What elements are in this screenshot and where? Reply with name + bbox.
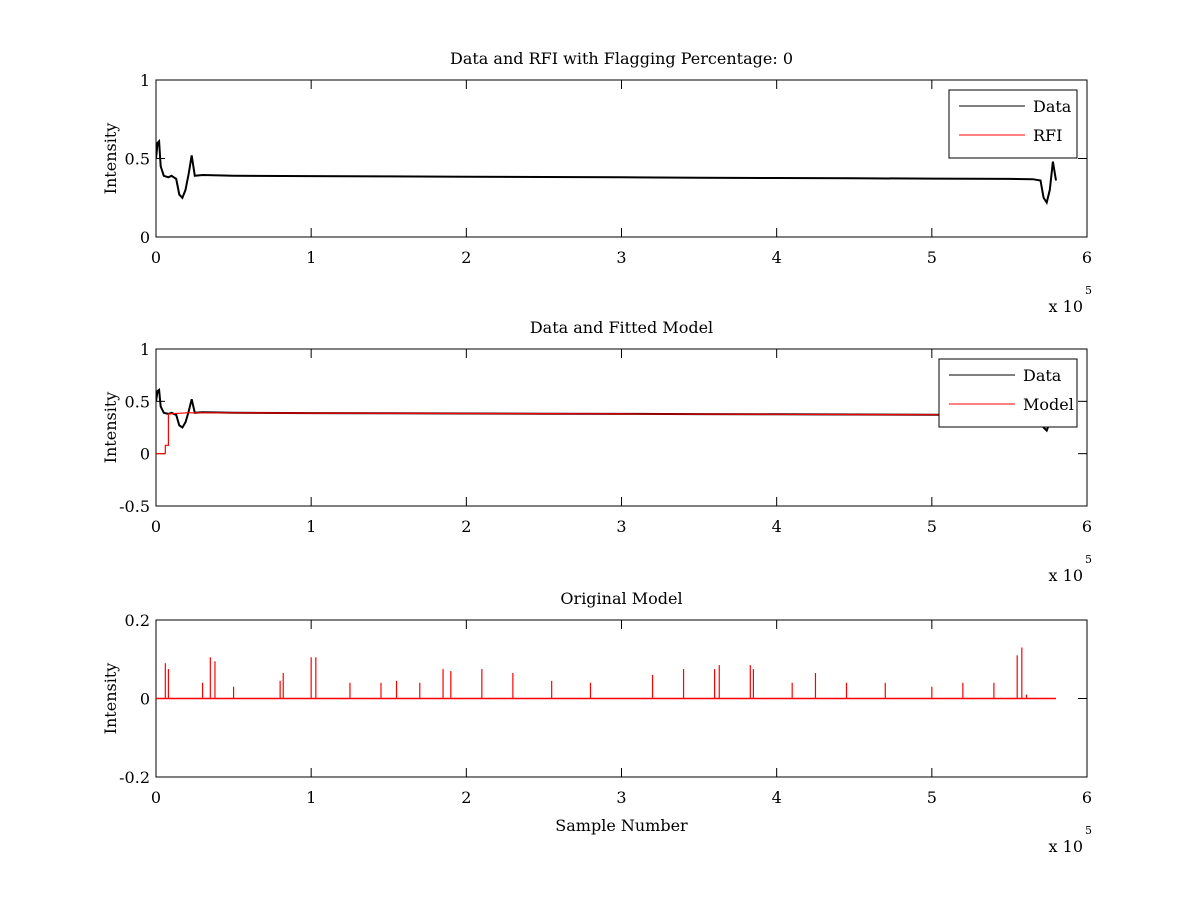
axes-box bbox=[155, 79, 1088, 238]
x-tick-label: 3 bbox=[616, 788, 626, 807]
y-tick-label: 1 bbox=[140, 340, 150, 359]
x-tick-label: 5 bbox=[927, 517, 937, 536]
legend-box bbox=[948, 89, 1078, 159]
chart-title: Original Model bbox=[560, 589, 682, 608]
y-tick-label: 0 bbox=[140, 690, 150, 709]
chart-title: Data and RFI with Flagging Percentage: 0 bbox=[450, 49, 793, 68]
legend-label: RFI bbox=[1033, 126, 1062, 145]
x-tick-label: 5 bbox=[927, 248, 937, 267]
y-tick-label: 1 bbox=[140, 71, 150, 90]
series-line-model bbox=[156, 412, 1057, 455]
x-tick-label: 4 bbox=[772, 248, 782, 267]
series-line-data bbox=[156, 138, 1057, 205]
x-tick-label: 1 bbox=[306, 788, 316, 807]
x-tick-label: 4 bbox=[772, 517, 782, 536]
y-tick-label: 0 bbox=[140, 228, 150, 247]
plot-area bbox=[156, 138, 1057, 205]
axes-box bbox=[155, 348, 1088, 507]
legend: Data RFI bbox=[948, 89, 1078, 159]
x-tick-label: 5 bbox=[927, 788, 937, 807]
plot-area bbox=[156, 647, 1056, 700]
legend-label: Model bbox=[1023, 395, 1074, 414]
legend-box bbox=[938, 358, 1078, 428]
subplot-1: Data and RFI with Flagging Percentage: 0… bbox=[101, 49, 1092, 316]
x-tick-label: 4 bbox=[772, 788, 782, 807]
y-axis-label: Intensity bbox=[101, 123, 120, 195]
x-multiplier-label: x 10 bbox=[1049, 566, 1083, 585]
x-multiplier-label: x 10 bbox=[1049, 837, 1083, 856]
y-tick-label: 0 bbox=[140, 445, 150, 464]
x-tick-label: 1 bbox=[306, 517, 316, 536]
x-tick-label: 1 bbox=[306, 248, 316, 267]
x-tick-label: 6 bbox=[1082, 517, 1092, 536]
y-tick-label: 0.5 bbox=[125, 392, 150, 411]
y-axis-label: Intensity bbox=[101, 663, 120, 735]
x-multiplier-exponent: 5 bbox=[1085, 824, 1092, 837]
x-tick-label: 6 bbox=[1082, 248, 1092, 267]
x-multiplier-exponent: 5 bbox=[1085, 284, 1092, 297]
x-tick-label: 0 bbox=[151, 248, 161, 267]
x-axis-label: Sample Number bbox=[555, 816, 688, 835]
legend-label: Data bbox=[1033, 97, 1072, 116]
legend-label: Data bbox=[1023, 366, 1062, 385]
subplot-2: Data and Fitted Model Intensity 0 1 2 3 4 5 6 -0.… bbox=[101, 318, 1092, 585]
x-multiplier-exponent: 5 bbox=[1085, 553, 1092, 566]
y-axis-label: Intensity bbox=[101, 392, 120, 464]
x-tick-label: 2 bbox=[461, 248, 471, 267]
x-tick-label: 2 bbox=[461, 517, 471, 536]
x-tick-label: 2 bbox=[461, 788, 471, 807]
x-tick-label: 0 bbox=[151, 788, 161, 807]
y-tick-label: -0.2 bbox=[119, 768, 150, 787]
y-tick-label: 0.2 bbox=[125, 611, 150, 630]
x-tick-label: 0 bbox=[151, 517, 161, 536]
x-tick-label: 3 bbox=[616, 248, 626, 267]
x-multiplier-label: x 10 bbox=[1049, 297, 1083, 316]
y-tick-label: -0.5 bbox=[119, 497, 150, 516]
x-tick-label: 3 bbox=[616, 517, 626, 536]
subplot-3: Original Model Intensity Sample Number 0 1 2 3… bbox=[101, 589, 1092, 856]
legend: Data Model bbox=[938, 358, 1078, 428]
y-tick-label: 0.5 bbox=[125, 150, 150, 169]
chart-title: Data and Fitted Model bbox=[530, 318, 713, 337]
x-tick-label: 6 bbox=[1082, 788, 1092, 807]
